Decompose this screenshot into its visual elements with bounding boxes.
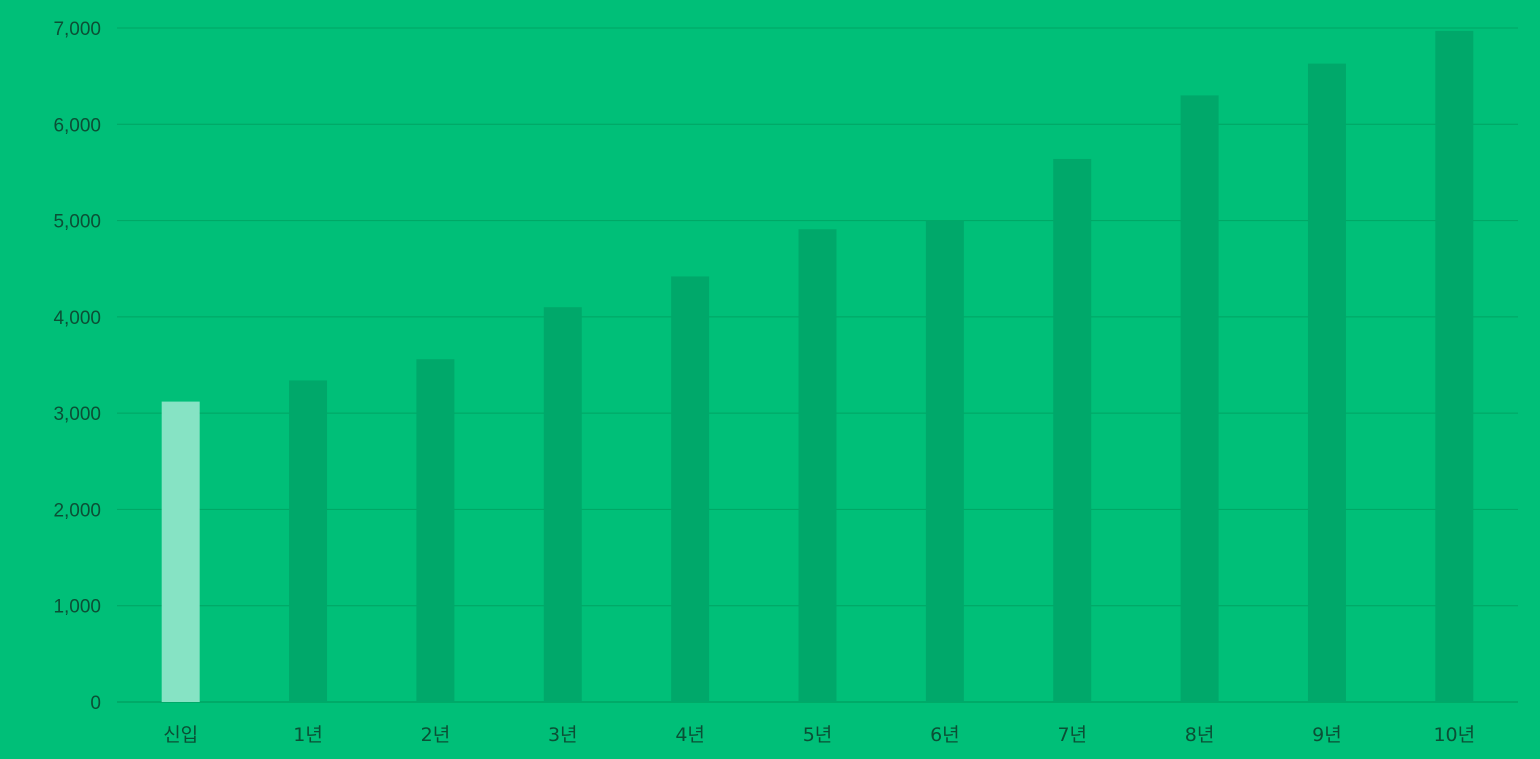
x-tick-label: 10년: [1433, 724, 1475, 746]
x-tick-label: 3년: [548, 724, 578, 746]
bar: [925, 220, 964, 703]
bar: [798, 229, 837, 703]
x-tick-label: 5년: [803, 724, 833, 746]
y-tick-label: 0: [90, 693, 101, 714]
bar: [416, 359, 455, 702]
x-tick-label: 7년: [1057, 724, 1087, 746]
x-tick-label: 2년: [421, 724, 451, 746]
y-tick-label: 1,000: [53, 597, 101, 618]
x-tick-label: 4년: [675, 724, 705, 746]
x-axis-ticks: 신입 1년 2년 3년 4년 5년 6년 7년 8년 9년 10년: [163, 724, 1475, 746]
bar: [1435, 30, 1474, 703]
bar: [543, 307, 582, 702]
x-tick-label: 신입: [163, 724, 198, 746]
y-tick-label: 6,000: [53, 115, 101, 136]
x-tick-label: 6년: [930, 724, 960, 746]
bar: [1180, 95, 1219, 702]
y-tick-label: 3,000: [53, 404, 101, 425]
y-tick-label: 2,000: [53, 500, 101, 521]
x-tick-label: 9년: [1312, 724, 1342, 746]
y-tick-label: 7,000: [53, 19, 101, 40]
bars: [161, 30, 1474, 703]
bar: [1307, 63, 1346, 702]
x-tick-label: 8년: [1185, 724, 1215, 746]
bar: [671, 276, 710, 702]
y-tick-label: 4,000: [53, 308, 101, 329]
y-axis-ticks: 0 1,000 2,000 3,000 4,000 5,000 6,000 7,000: [53, 19, 101, 714]
bar: [161, 401, 200, 702]
bar: [289, 380, 328, 702]
x-tick-label: 1년: [293, 724, 323, 746]
y-tick-label: 5,000: [53, 212, 101, 233]
bar: [1053, 158, 1092, 702]
